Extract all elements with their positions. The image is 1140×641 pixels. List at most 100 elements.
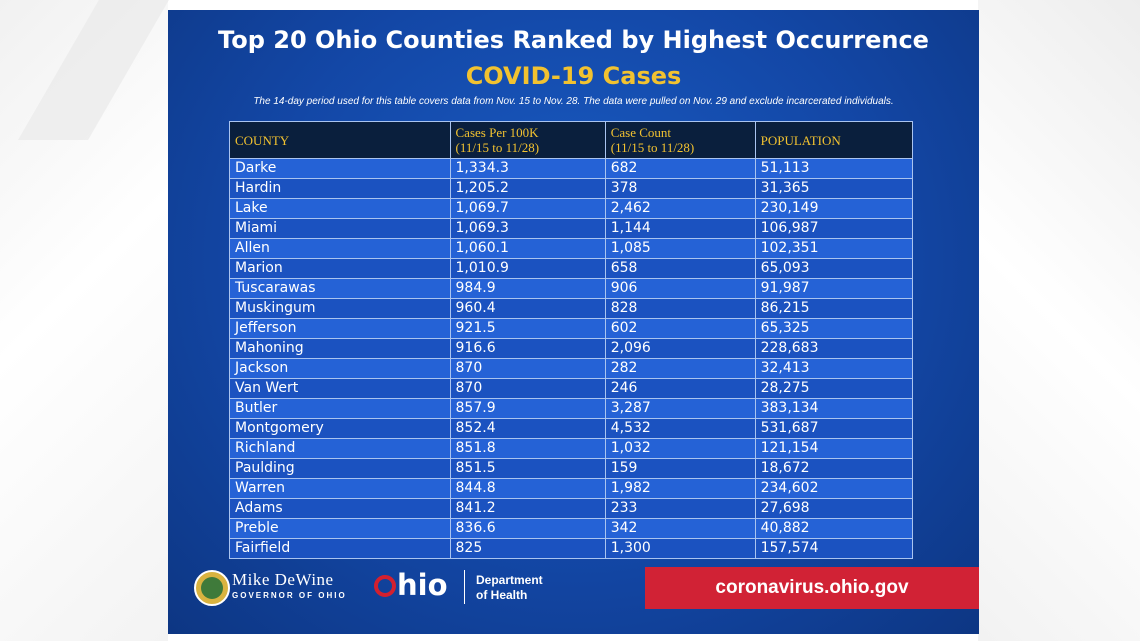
website-url[interactable]: coronavirus.ohio.gov <box>715 577 909 598</box>
case-count-cell: 342 <box>604 518 756 539</box>
table-row: Marion 1,010.9 658 65,093 <box>229 258 914 279</box>
population-cell: 65,093 <box>754 258 914 279</box>
population-cell: 383,134 <box>754 398 914 419</box>
cases-per-100k-cell: 844.8 <box>449 478 606 499</box>
population-cell: 102,351 <box>754 238 914 259</box>
case-count-cell: 1,032 <box>604 438 756 459</box>
background-stripe <box>18 0 192 140</box>
population-cell: 27,698 <box>754 498 914 519</box>
case-count-cell: 2,462 <box>604 198 756 219</box>
ohio-logo-text: hio <box>374 568 448 602</box>
population-cell: 228,683 <box>754 338 914 359</box>
population-cell: 31,365 <box>754 178 914 199</box>
table-row: Allen 1,060.1 1,085 102,351 <box>229 238 914 259</box>
infographic-panel: Top 20 Ohio Counties Ranked by Highest O… <box>168 10 979 634</box>
footer-logos: Mike DeWine GOVERNOR OF OHIO hio Departm… <box>168 566 643 612</box>
county-cell: Van Wert <box>229 378 451 399</box>
cases-per-100k-cell: 1,334.3 <box>449 158 606 179</box>
case-count-cell: 246 <box>604 378 756 399</box>
department-of-health: Department of Health <box>476 573 543 603</box>
county-cell: Jackson <box>229 358 451 379</box>
seal-center <box>201 577 223 599</box>
department-line-2: of Health <box>476 588 528 602</box>
page-subtitle: COVID-19 Cases <box>465 62 682 90</box>
population-cell: 65,325 <box>754 318 914 339</box>
page-title: Top 20 Ohio Counties Ranked by Highest O… <box>218 26 929 54</box>
case-count-cell: 1,085 <box>604 238 756 259</box>
background-right <box>978 0 1140 641</box>
cases-per-100k-cell: 825 <box>449 538 606 559</box>
county-cell: Richland <box>229 438 451 459</box>
population-cell: 531,687 <box>754 418 914 439</box>
population-cell: 86,215 <box>754 298 914 319</box>
population-cell: 234,602 <box>754 478 914 499</box>
population-cell: 28,275 <box>754 378 914 399</box>
cases-per-100k-cell: 916.6 <box>449 338 606 359</box>
county-cell: Hardin <box>229 178 451 199</box>
cases-per-100k-cell: 836.6 <box>449 518 606 539</box>
cases-per-100k-cell: 841.2 <box>449 498 606 519</box>
table-row: Jefferson 921.5 602 65,325 <box>229 318 914 339</box>
logo-divider <box>464 570 465 604</box>
cases-per-100k-cell: 1,060.1 <box>449 238 606 259</box>
table-row: Paulding 851.5 159 18,672 <box>229 458 914 479</box>
ohio-logo-letters: hio <box>397 568 448 602</box>
cases-per-100k-cell: 851.8 <box>449 438 606 459</box>
cases-per-100k-cell: 870 <box>449 358 606 379</box>
cases-per-100k-cell: 960.4 <box>449 298 606 319</box>
county-cell: Warren <box>229 478 451 499</box>
cases-per-100k-cell: 857.9 <box>449 398 606 419</box>
table-row: Butler 857.9 3,287 383,134 <box>229 398 914 419</box>
case-count-cell: 3,287 <box>604 398 756 419</box>
case-count-cell: 159 <box>604 458 756 479</box>
column-header-label: COUNTY <box>235 132 290 148</box>
ohio-logo: hio <box>374 568 458 604</box>
ohio-red-o-icon <box>374 575 396 597</box>
county-cell: Allen <box>229 238 451 259</box>
table-row: Miami 1,069.3 1,144 106,987 <box>229 218 914 239</box>
website-banner: coronavirus.ohio.gov <box>645 567 979 609</box>
case-count-cell: 282 <box>604 358 756 379</box>
county-cell: Mahoning <box>229 338 451 359</box>
county-cell: Darke <box>229 158 451 179</box>
county-cell: Miami <box>229 218 451 239</box>
table-row: Hardin 1,205.2 378 31,365 <box>229 178 914 199</box>
county-cell: Muskingum <box>229 298 451 319</box>
column-header-range: (11/15 to 11/28) <box>455 140 540 155</box>
case-count-cell: 602 <box>604 318 756 339</box>
population-cell: 18,672 <box>754 458 914 479</box>
table-header: COUNTY Cases Per 100K (11/15 to 11/28) Case… <box>229 121 914 159</box>
table-row: Jackson 870 282 32,413 <box>229 358 914 379</box>
case-count-cell: 4,532 <box>604 418 756 439</box>
table-row: Warren 844.8 1,982 234,602 <box>229 478 914 499</box>
case-count-cell: 233 <box>604 498 756 519</box>
case-count-cell: 1,144 <box>604 218 756 239</box>
population-cell: 106,987 <box>754 218 914 239</box>
cases-per-100k-cell: 851.5 <box>449 458 606 479</box>
county-cell: Tuscarawas <box>229 278 451 299</box>
governor-name: Mike DeWine <box>232 570 334 589</box>
cases-per-100k-cell: 852.4 <box>449 418 606 439</box>
column-header-label: Cases Per 100K <box>455 125 539 140</box>
case-count-cell: 1,300 <box>604 538 756 559</box>
population-cell: 230,149 <box>754 198 914 219</box>
column-header-label: POPULATION <box>760 132 841 148</box>
county-cell: Butler <box>229 398 451 419</box>
case-count-cell: 1,982 <box>604 478 756 499</box>
cases-per-100k-cell: 1,205.2 <box>449 178 606 199</box>
county-cell: Lake <box>229 198 451 219</box>
column-header-label: Case Count <box>610 125 672 140</box>
case-count-cell: 682 <box>604 158 756 179</box>
case-count-cell: 906 <box>604 278 756 299</box>
cases-per-100k-cell: 984.9 <box>449 278 606 299</box>
county-cell: Adams <box>229 498 451 519</box>
cases-per-100k-cell: 1,069.7 <box>449 198 606 219</box>
background-left <box>0 0 192 641</box>
table-body: Darke 1,334.3 682 51,113 Hardin 1,205.2 378 31,… <box>229 158 914 559</box>
table-row: Van Wert 870 246 28,275 <box>229 378 914 399</box>
county-table: COUNTY Cases Per 100K (11/15 to 11/28) Case… <box>229 121 914 559</box>
case-count-cell: 378 <box>604 178 756 199</box>
county-cell: Jefferson <box>229 318 451 339</box>
data-period-note: The 14-day period used for this table co… <box>253 96 894 107</box>
cases-per-100k-cell: 870 <box>449 378 606 399</box>
